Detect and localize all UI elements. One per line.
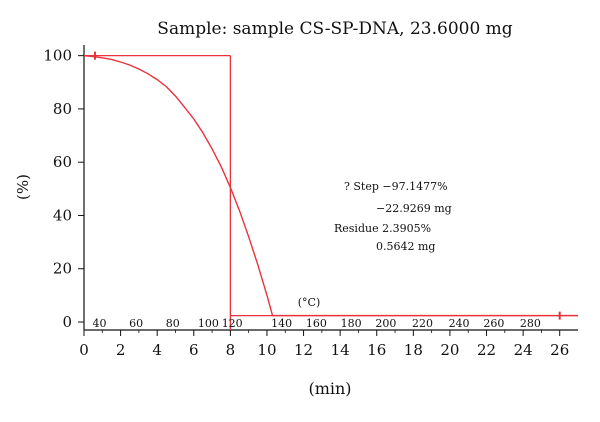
- temperature-tick-label: 120: [222, 317, 243, 330]
- annotation-residue-mg: 0.5642 mg: [376, 240, 435, 253]
- annotation-residue: Residue 2.3905%: [334, 222, 431, 235]
- annotation-step: ? Step −97.1477%: [344, 180, 448, 193]
- step-marker-lines: [84, 51, 578, 330]
- axes: [78, 45, 578, 336]
- temperature-tick-labels: 40 60 80 100 120 140 160 180 200 220 240 260 280: [93, 317, 541, 330]
- y-tick-label: 40: [53, 206, 72, 224]
- chart-title: Sample: sample CS-SP-DNA, 23.6000 mg: [157, 19, 513, 39]
- temperature-tick-label: 280: [520, 317, 541, 330]
- temperature-tick-label: 240: [449, 317, 470, 330]
- series-layer: [83, 55, 578, 317]
- y-tick-label: 60: [53, 153, 72, 171]
- temperature-tick-label: 260: [483, 317, 504, 330]
- x-tick-label: 22: [477, 341, 496, 359]
- x-tick-label: 12: [294, 341, 313, 359]
- y-axis-label: (%): [14, 174, 32, 200]
- x-tick-label: 6: [189, 341, 199, 359]
- y-tick-label: 80: [53, 100, 72, 118]
- x-tick-label: 0: [79, 341, 89, 359]
- series-line-0: [83, 55, 578, 317]
- x-tick-label: 14: [331, 341, 350, 359]
- x-tick-label: 10: [257, 341, 276, 359]
- annotation-step-mg: −22.9269 mg: [376, 202, 452, 215]
- temperature-unit-label: (°C): [298, 296, 321, 309]
- x-tick-label: 20: [440, 341, 459, 359]
- temperature-tick-label: 220: [412, 317, 433, 330]
- x-tick-labels: 0 2 4 6 8 10 12 14 16 18 20 22 24 26: [79, 341, 569, 359]
- x-tick-label: 18: [404, 341, 423, 359]
- y-tick-label: 100: [43, 47, 72, 65]
- temperature-tick-label: 140: [271, 317, 292, 330]
- x-tick-label: 4: [152, 341, 162, 359]
- temperature-tick-label: 180: [341, 317, 362, 330]
- temperature-tick-label: 160: [306, 317, 327, 330]
- temperature-tick-label: 80: [166, 317, 180, 330]
- temperature-tick-label: 200: [375, 317, 396, 330]
- temperature-tick-label: 40: [93, 317, 107, 330]
- x-tick-label: 2: [116, 341, 126, 359]
- temperature-tick-label: 100: [198, 317, 219, 330]
- y-tick-label: 20: [53, 260, 72, 278]
- x-tick-label: 16: [367, 341, 386, 359]
- temperature-tick-label: 60: [129, 317, 143, 330]
- y-tick-labels: 0 20 40 60 80 100: [43, 47, 72, 331]
- x-tick-label: 26: [550, 341, 569, 359]
- x-tick-label: 8: [226, 341, 236, 359]
- y-tick-label: 0: [62, 313, 72, 331]
- x-tick-label: 24: [514, 341, 533, 359]
- x-axis-label: (min): [308, 379, 351, 398]
